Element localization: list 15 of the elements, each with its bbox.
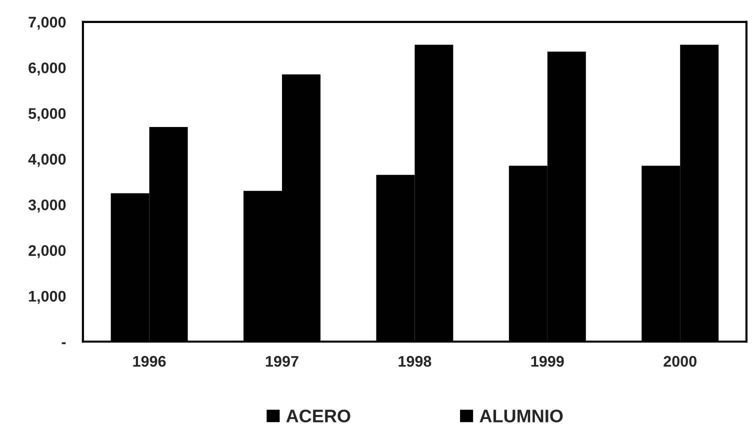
- y-tick-label: 1,000: [29, 290, 66, 304]
- legend-label: ALUMNIO: [480, 410, 563, 422]
- x-tick-label: 1997: [266, 356, 298, 367]
- y-tick-label: 3,000: [28, 199, 66, 213]
- x-tick-label: 1996: [133, 356, 166, 367]
- y-tick-label: 4,000: [28, 154, 66, 167]
- x-tick-label: 1998: [398, 356, 432, 367]
- y-tick-label: 5,000: [28, 108, 66, 122]
- y-tick-label: 6,000: [28, 62, 66, 76]
- y-tick-label: 7,000: [28, 16, 66, 30]
- x-tick-label: 1999: [531, 356, 564, 367]
- legend-label: ACERO: [286, 410, 350, 422]
- y-tick-label: 2,000: [28, 245, 66, 258]
- y-tick-label: -: [62, 342, 66, 344]
- x-tick-label: 2000: [664, 356, 696, 367]
